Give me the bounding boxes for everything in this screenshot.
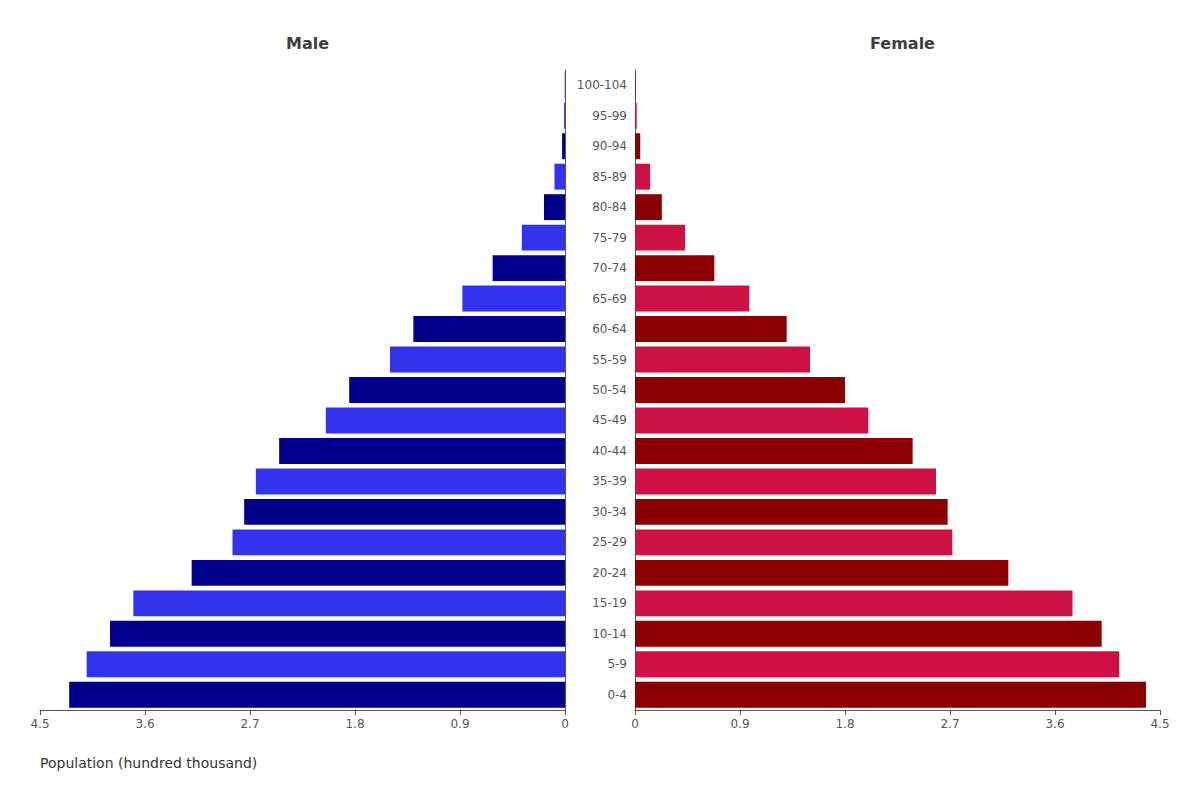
svg-text:3.6: 3.6 (135, 717, 154, 731)
svg-text:65-69: 65-69 (592, 292, 627, 306)
svg-text:4.5: 4.5 (30, 717, 49, 731)
svg-text:60-64: 60-64 (592, 322, 627, 336)
svg-text:80-84: 80-84 (592, 200, 627, 214)
svg-text:40-44: 40-44 (592, 444, 627, 458)
svg-text:2.7: 2.7 (240, 717, 259, 731)
svg-text:0: 0 (631, 717, 639, 731)
svg-text:20-24: 20-24 (592, 566, 627, 580)
svg-text:Population (hundred thousand): Population (hundred thousand) (40, 755, 257, 771)
svg-text:0.9: 0.9 (730, 717, 749, 731)
svg-text:25-29: 25-29 (592, 535, 627, 549)
svg-text:30-34: 30-34 (592, 505, 627, 519)
svg-text:45-49: 45-49 (592, 413, 627, 427)
svg-text:95-99: 95-99 (592, 109, 627, 123)
svg-text:70-74: 70-74 (592, 261, 627, 275)
svg-text:90-94: 90-94 (592, 139, 627, 153)
svg-text:50-54: 50-54 (592, 383, 627, 397)
svg-text:35-39: 35-39 (592, 474, 627, 488)
svg-text:Female: Female (870, 34, 935, 53)
svg-text:0: 0 (561, 717, 569, 731)
svg-text:0.9: 0.9 (450, 717, 469, 731)
svg-text:3.6: 3.6 (1045, 717, 1064, 731)
svg-text:85-89: 85-89 (592, 170, 627, 184)
svg-text:2.7: 2.7 (940, 717, 959, 731)
svg-text:1.8: 1.8 (345, 717, 364, 731)
svg-text:100-104: 100-104 (577, 78, 627, 92)
svg-text:4.5: 4.5 (1150, 717, 1169, 731)
svg-text:10-14: 10-14 (592, 627, 627, 641)
svg-text:Male: Male (286, 34, 329, 53)
svg-text:1.8: 1.8 (835, 717, 854, 731)
svg-text:5-9: 5-9 (607, 657, 627, 671)
svg-text:0-4: 0-4 (607, 688, 627, 702)
svg-text:55-59: 55-59 (592, 353, 627, 367)
svg-text:75-79: 75-79 (592, 231, 627, 245)
svg-text:15-19: 15-19 (592, 596, 627, 610)
